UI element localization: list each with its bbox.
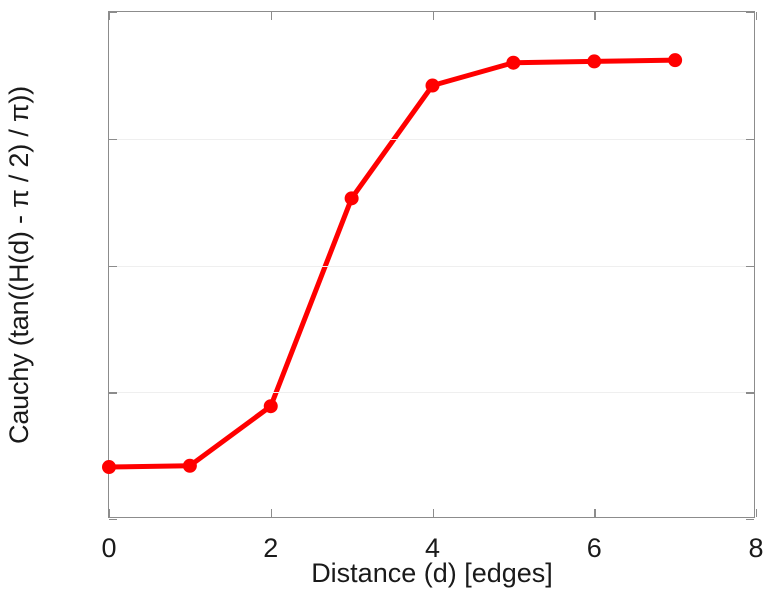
series-line-cauchy: [102, 53, 683, 475]
gridline-horizontal: [109, 138, 754, 140]
y-tick-mark: [746, 392, 754, 394]
data-point-marker: [102, 460, 116, 475]
y-tick-mark: [746, 265, 754, 267]
y-tick-mark: [746, 519, 754, 521]
x-tick-mark: [594, 509, 596, 517]
x-tick-mark: [109, 12, 111, 20]
gridline-horizontal: [109, 392, 754, 394]
x-tick-mark: [432, 12, 434, 20]
x-tick-label: 2: [263, 533, 279, 563]
x-tick-mark: [109, 509, 111, 517]
y-tick-mark: [746, 12, 754, 14]
data-point-marker: [668, 53, 683, 68]
x-tick-mark: [756, 509, 758, 517]
x-tick-mark: [432, 509, 434, 517]
data-point-marker: [587, 54, 602, 69]
x-tick-mark: [270, 12, 273, 20]
data-point-marker: [182, 458, 197, 473]
x-tick-label: 6: [586, 533, 602, 563]
y-tick-mark: [109, 519, 117, 521]
y-tick-mark: [109, 138, 117, 141]
y-tick-mark: [109, 12, 117, 14]
x-tick-label: 4: [424, 533, 441, 563]
y-tick-mark: [746, 138, 754, 141]
y-tick-mark: [109, 265, 117, 267]
x-tick-label: 8: [748, 533, 764, 563]
data-point-marker: [506, 55, 521, 70]
x-tick-mark: [756, 12, 758, 20]
x-axis-label: Distance (d) [edges]: [311, 558, 553, 588]
y-tick-mark: [109, 392, 117, 394]
gridline-horizontal: [109, 265, 754, 267]
data-point-marker: [263, 399, 278, 414]
y-axis-label: Cauchy (tan((H(d) - π / 2) / π)): [3, 86, 34, 444]
data-point-marker: [344, 191, 359, 206]
x-tick-mark: [270, 509, 273, 517]
data-point-marker: [425, 78, 440, 93]
plot-area: 0.20.10-0.1-0.202468: [101, 11, 764, 563]
x-tick-mark: [594, 12, 596, 20]
x-tick-label: 0: [101, 533, 117, 563]
